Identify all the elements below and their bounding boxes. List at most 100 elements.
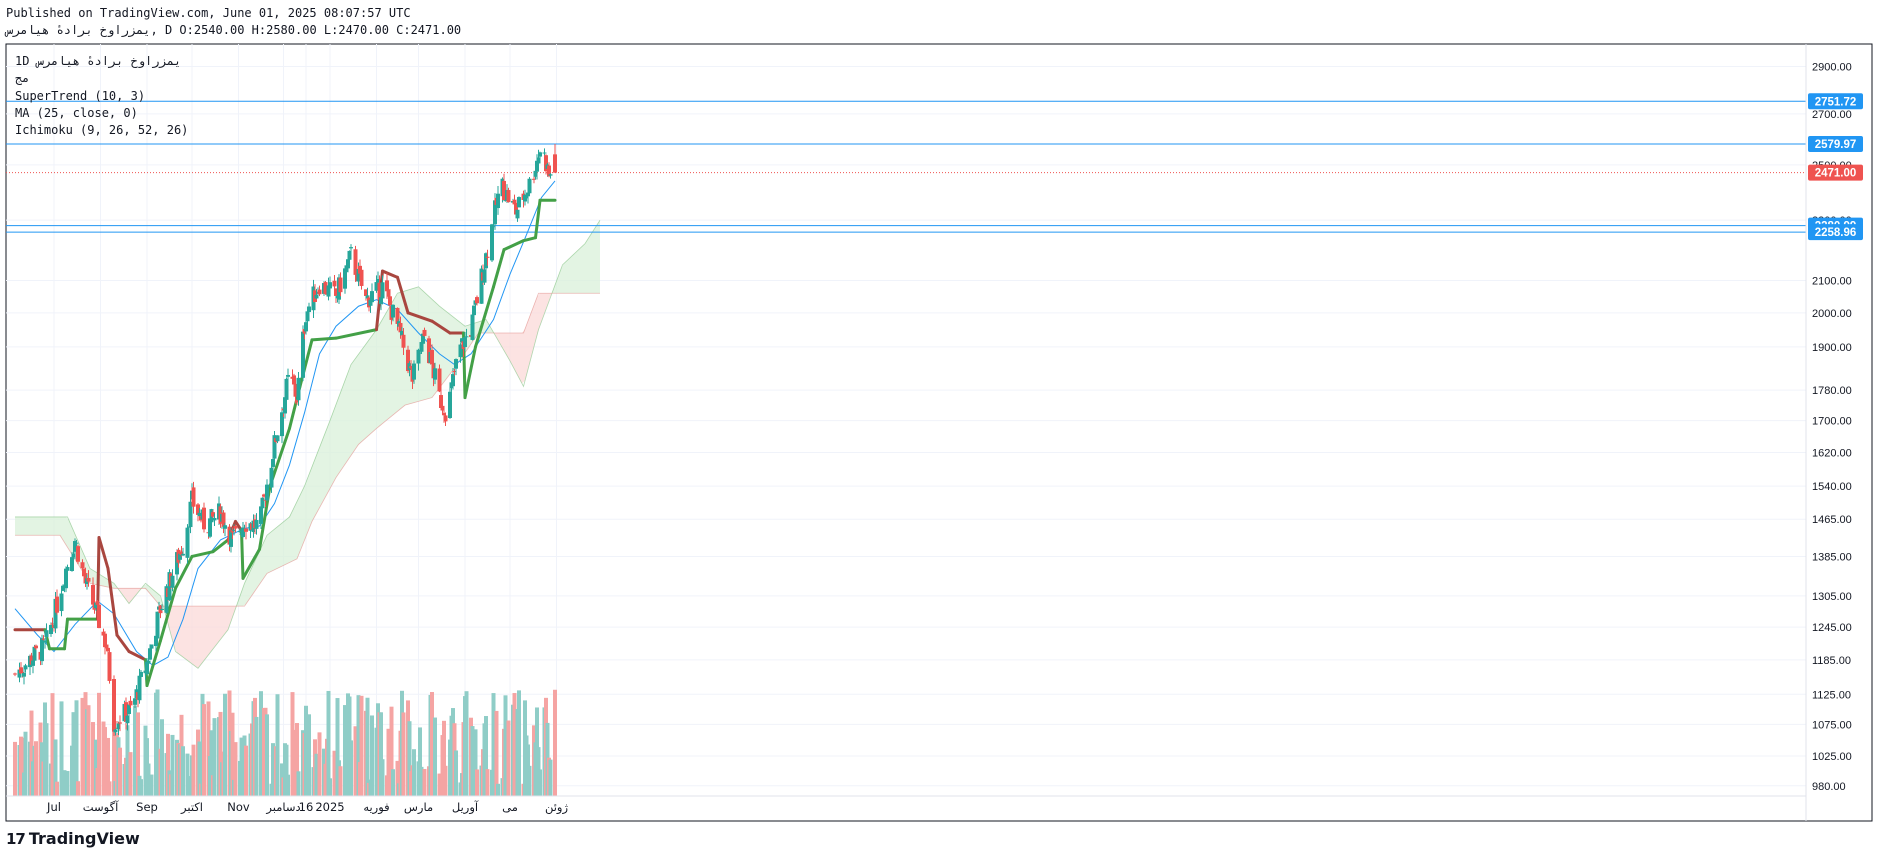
candle-body: [334, 288, 338, 296]
candle-body: [271, 459, 275, 467]
candle-body: [185, 527, 190, 558]
candle-body: [514, 202, 518, 215]
candle-body: [97, 604, 101, 629]
volume-bar: [155, 689, 160, 796]
candle-body: [91, 585, 95, 605]
cloud-segment: [60, 516, 63, 540]
volume-bar: [328, 778, 332, 796]
cloud-segment: [150, 587, 153, 598]
candle-body: [232, 529, 236, 531]
cloud-segment: [504, 333, 507, 356]
cloud-segment: [210, 606, 213, 653]
candle-body: [20, 671, 25, 674]
cloud-segment: [300, 489, 303, 552]
legend-ichimoku[interactable]: Ichimoku (9, 26, 52, 26): [15, 123, 189, 137]
cloud-segment: [474, 322, 477, 340]
y-tick-label: 1245.00: [1812, 622, 1852, 634]
supertrend-segment: [63, 617, 69, 651]
candle-body: [400, 330, 404, 336]
candle-body: [148, 648, 152, 660]
cloud-segment: [573, 252, 576, 294]
candle-body: [470, 314, 475, 340]
candle-body: [301, 331, 305, 378]
volume-bar: [223, 693, 227, 796]
volume-bar: [94, 739, 98, 796]
candle-body: [395, 307, 400, 324]
cloud-segment: [42, 516, 45, 536]
cloud-segment: [126, 588, 129, 604]
candle-body: [347, 250, 352, 260]
cloud-segment: [522, 328, 525, 384]
cloud-segment: [330, 412, 333, 489]
cloud-segment: [291, 507, 294, 562]
candle-body: [13, 673, 17, 675]
volume-bar: [380, 759, 385, 796]
cloud-segment: [303, 482, 306, 544]
candle-body: [398, 322, 403, 333]
volume-bar: [125, 725, 130, 796]
candle-body: [155, 611, 160, 639]
cloud-segment: [390, 300, 393, 418]
candle-body: [427, 338, 431, 364]
candle-body: [112, 679, 116, 732]
candle-body: [181, 553, 185, 556]
candle-body: [419, 342, 424, 352]
volume-bar: [97, 692, 101, 796]
candle-body: [463, 337, 467, 348]
cloud-segment: [393, 295, 396, 415]
cloud-segment: [192, 606, 195, 667]
candle-body: [460, 338, 464, 343]
tradingview-logo[interactable]: 17 TradingView: [6, 829, 140, 848]
candle-body: [23, 665, 28, 670]
candle-body: [128, 700, 133, 706]
legend-supertrend[interactable]: SuperTrend (10, 3): [15, 89, 146, 103]
volume-bar: [284, 744, 289, 796]
supertrend-segment: [97, 536, 110, 571]
volume-bar: [349, 740, 353, 796]
volume-bar: [191, 744, 196, 796]
volume-bar: [76, 781, 80, 796]
cloud-segment: [327, 420, 330, 494]
supertrend-segment: [106, 567, 119, 637]
candle-body: [208, 518, 212, 537]
y-tick-label: 1465.00: [1812, 514, 1852, 526]
candle-body: [149, 644, 154, 649]
x-tick-label: 2025: [315, 800, 344, 814]
cloud-segment: [309, 466, 312, 529]
cloud-segment: [63, 516, 66, 545]
cloud-segment: [408, 289, 411, 405]
supertrend-segment: [430, 319, 452, 335]
cloud-segment: [318, 442, 321, 511]
volume-bar: [13, 741, 17, 796]
supertrend-segment: [298, 338, 314, 388]
y-tick-label: 1780.00: [1812, 385, 1852, 397]
candle-body: [490, 224, 494, 261]
legend-ma[interactable]: MA (25, close, 0): [15, 106, 138, 120]
cloud-segment: [246, 573, 249, 604]
ma-line: [14, 180, 556, 667]
cloud-segment: [324, 427, 327, 500]
price-axis: 980.00 1025.00 1075.00 1125.00 1185.00 1245.0…: [1812, 61, 1852, 792]
cloud-segment: [39, 516, 42, 536]
cloud-segment: [159, 594, 162, 607]
x-tick-label: آوریل: [452, 800, 479, 815]
supertrend-segment: [310, 336, 338, 342]
volume-bar: [50, 693, 55, 796]
candle-body: [137, 675, 142, 701]
volume-bar: [359, 695, 364, 796]
y-tick-label: 1700.00: [1812, 416, 1852, 428]
cloud-segment: [354, 356, 357, 451]
candle-body: [548, 174, 553, 176]
candle-body: [19, 667, 23, 674]
candle-body: [317, 289, 322, 295]
supertrend-segment: [396, 275, 410, 315]
price-tag: 2258.96: [1815, 227, 1857, 239]
candle-body: [106, 647, 110, 652]
candle-body: [188, 501, 193, 528]
volume-bar: [118, 747, 122, 796]
cloud-segment: [312, 458, 315, 522]
candle-body: [482, 269, 487, 283]
candle-body: [260, 497, 265, 509]
